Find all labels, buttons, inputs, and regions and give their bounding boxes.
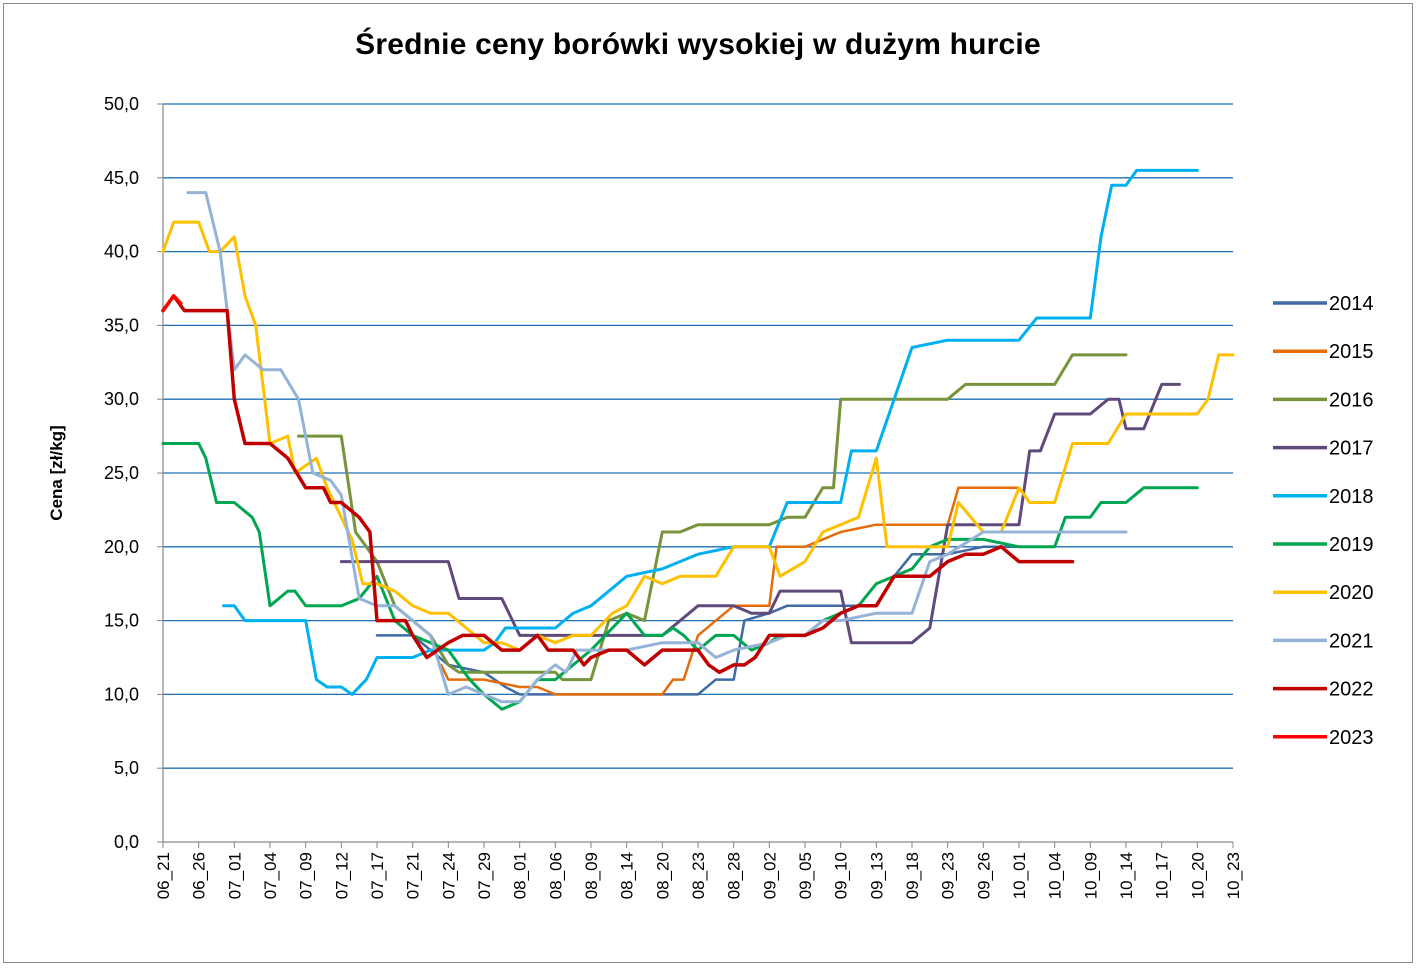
series-line-2018 [222,168,1199,696]
y-tick-label: 50,0 [104,94,139,114]
legend-label-2021: 2021 [1329,630,1374,652]
legend-label-2015: 2015 [1329,341,1374,363]
y-tick-label: 0,0 [114,832,139,852]
series-line-2020 [161,220,1235,652]
x-tick-label: 08_28 [725,852,744,899]
x-tick-label: 07_29 [475,852,494,899]
x-tick-label: 06_26 [190,852,209,899]
y-tick-label: 25,0 [104,463,139,483]
y-tick-label: 5,0 [114,758,139,778]
legend-label-2014: 2014 [1329,293,1374,315]
x-tick-label: 07_24 [439,852,458,899]
chart-title: Średnie ceny borówki wysokiej w dużym hu… [355,28,1041,61]
series-line-2015 [439,486,1021,696]
x-tick-label: 09_02 [760,852,779,899]
y-tick-label: 10,0 [104,684,139,704]
y-tick-label: 35,0 [104,315,139,335]
x-tick-label: 10_23 [1224,852,1243,899]
x-tick-label: 08_20 [653,852,672,899]
x-tick-label: 09_23 [939,852,958,899]
x-axis-ticks: 06_21 06_26 07_01 07_04 07_09 07_12 07_17 07_21… [154,852,1243,899]
x-tick-label: 09_10 [832,852,851,899]
x-tick-label: 08_09 [582,852,601,899]
series-lines [161,168,1235,711]
x-tick-label: 09_05 [796,852,815,899]
x-tick-label: 10_09 [1081,852,1100,899]
x-tick-label: 09_13 [867,852,886,899]
x-tick-label: 06_21 [154,852,173,899]
x-tick-label: 10_01 [1010,852,1029,899]
series-line-2023 [161,294,183,313]
y-tick-label: 20,0 [104,537,139,557]
legend-label-2017: 2017 [1329,438,1374,460]
legend-label-2019: 2019 [1329,534,1374,556]
series-line-2017 [339,382,1181,645]
x-tick-label: 07_21 [404,852,423,899]
series-line-2019 [161,442,1199,711]
x-tick-label: 10_04 [1046,852,1065,899]
x-tick-label: 07_04 [261,852,280,899]
series-line-2022 [161,294,1075,675]
x-tick-label: 08_23 [689,852,708,899]
x-tick-label: 07_17 [368,852,387,899]
y-tick-label: 30,0 [104,389,139,409]
x-tick-label: 10_20 [1188,852,1207,899]
legend: 2014 2015 2016 2017 2018 2019 2020 2021 2022 2023 [1273,293,1374,749]
x-tick-label: 10_14 [1117,852,1136,899]
y-tick-label: 15,0 [104,611,139,631]
y-axis-label: Cena [zł/kg] [47,425,66,520]
y-axis-ticks: 0,0 5,0 10,0 15,0 20,0 25,0 30,0 35,0 40,0 45,0 50… [104,94,139,852]
series-line-2016 [297,353,1128,682]
legend-label-2023: 2023 [1329,727,1374,749]
y-tick-label: 40,0 [104,242,139,262]
x-tick-label: 07_12 [332,852,351,899]
chart-frame [3,3,1413,963]
x-tick-label: 09_26 [974,852,993,899]
series-line-2014 [375,545,1021,696]
x-tick-label: 07_09 [297,852,316,899]
x-tick-label: 09_18 [903,852,922,899]
x-tick-label: 07_01 [225,852,244,899]
legend-label-2022: 2022 [1329,679,1374,701]
x-tick-label: 08_14 [618,852,637,899]
axes [157,103,1234,848]
series-line-2021 [186,191,1128,704]
x-tick-label: 08_06 [546,852,565,899]
x-tick-label: 10_17 [1153,852,1172,899]
legend-label-2020: 2020 [1329,582,1374,604]
y-tick-label: 45,0 [104,168,139,188]
x-tick-label: 08_01 [511,852,530,899]
legend-label-2016: 2016 [1329,389,1374,411]
legend-label-2018: 2018 [1329,486,1374,508]
